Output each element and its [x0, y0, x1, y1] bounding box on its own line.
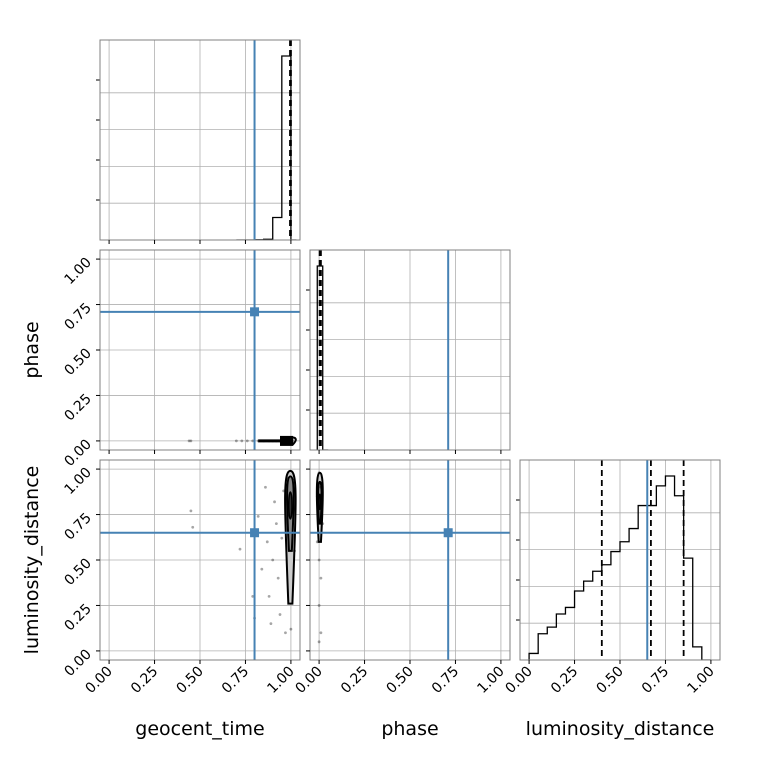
y-axis-label-luminosity_distance: luminosity_distance	[21, 466, 43, 655]
contour-core	[287, 491, 293, 520]
contour-core	[318, 493, 322, 511]
scatter-point	[245, 439, 249, 443]
truth-marker	[250, 528, 260, 538]
scatter-point	[187, 439, 191, 443]
scatter-point	[317, 471, 321, 475]
scatter-point	[319, 631, 323, 635]
x-tick-label: 0.25	[338, 664, 371, 697]
scatter-point	[273, 500, 276, 504]
x-tick-label: 0.25	[548, 664, 581, 697]
scatter-point	[191, 525, 195, 529]
scatter-point	[267, 439, 271, 443]
scatter-point	[251, 594, 255, 598]
scatter-point	[260, 567, 264, 571]
x-tick-label: 1.00	[474, 664, 507, 697]
scatter-point	[271, 439, 275, 443]
scatter-point	[319, 485, 323, 489]
x-tick-label: 0.25	[128, 664, 161, 697]
scatter-point	[265, 540, 269, 544]
histogram-luminosity_distance	[528, 475, 711, 660]
scatter-point	[319, 576, 323, 580]
x-tick-label: 0.75	[219, 664, 252, 697]
scatter-point	[264, 485, 267, 489]
panel-phase	[306, 249, 511, 454]
scatter-point	[284, 631, 287, 635]
scatter-point	[282, 439, 286, 443]
scatter-point	[256, 514, 260, 518]
panel-phase-vs-luminosity_distance: 0.00 0.25 0.50 0.75 1.00	[293, 459, 511, 697]
x-tick-label: 0.50	[593, 664, 626, 697]
scatter-point	[291, 439, 295, 443]
scatter-point	[251, 439, 255, 443]
scatter-point	[317, 558, 321, 562]
x-axis-label-luminosity_distance: luminosity_distance	[526, 718, 715, 740]
scatter-point	[262, 439, 266, 443]
scatter-point	[293, 549, 296, 553]
scatter-point	[274, 439, 278, 443]
scatter-point	[289, 627, 293, 631]
axis-label-group: geocent_time phase luminosity_distance p…	[21, 321, 714, 740]
x-axis-label-phase: phase	[381, 718, 438, 740]
scatter-point	[278, 439, 282, 443]
scatter-point	[315, 494, 319, 498]
scatter-point	[289, 439, 293, 443]
histogram-phase	[316, 265, 329, 450]
scatter-point	[280, 536, 284, 540]
x-tick-label: 0.00	[293, 664, 326, 697]
scatter-point	[274, 522, 278, 526]
panel-geocent_time-vs-luminosity_distance: 0.00 0.25 0.50 0.75 1.00 0.00 0.25 0.50 0.75 1.00	[61, 459, 301, 697]
x-tick-label: 0.75	[639, 664, 672, 697]
corner-panels: 0.000.250.500.751.000.00 0.25 0.50 0.75 1.00…	[61, 39, 721, 697]
x-tick-label: 1.00	[684, 664, 717, 697]
y-tick-label: 1.00	[61, 255, 94, 288]
scatter-point	[276, 576, 280, 580]
panel-geocent_time-vs-phase: 0.00 0.25 0.50 0.75 1.00	[61, 249, 301, 470]
y-tick-label: 0.75	[61, 510, 94, 543]
scatter-point	[271, 558, 275, 562]
scatter-point	[256, 439, 260, 443]
scatter-point	[285, 476, 289, 480]
x-tick-label: 0.00	[83, 664, 116, 697]
panel-luminosity_distance: 0.00 0.25 0.50 0.75 1.00	[503, 459, 721, 697]
scatter-point	[315, 540, 319, 544]
y-tick-label: 0.00	[61, 436, 94, 469]
scatter-point	[189, 509, 193, 513]
x-axis-label-geocent_time: geocent_time	[135, 718, 264, 740]
scatter-point	[234, 439, 238, 443]
scatter-point	[317, 640, 321, 644]
x-tick-label: 0.50	[173, 664, 206, 697]
x-tick-label: 0.75	[429, 664, 462, 697]
y-tick-label: 0.50	[61, 556, 94, 589]
y-tick-label: 0.25	[61, 391, 94, 424]
y-tick-label: 0.25	[61, 601, 94, 634]
y-tick-label: 0.00	[61, 646, 94, 679]
y-tick-label: 1.00	[61, 465, 94, 498]
y-tick-label: 0.50	[61, 346, 94, 379]
truth-marker	[443, 528, 453, 538]
scatter-point	[317, 604, 321, 607]
scatter-point	[269, 622, 273, 626]
scatter-point	[189, 439, 193, 443]
x-tick-label: 1.00	[264, 664, 297, 697]
scatter-point	[282, 489, 286, 493]
scatter-point	[278, 613, 282, 616]
scatter-point	[238, 547, 242, 551]
y-tick-label: 0.75	[61, 300, 94, 333]
x-tick-label: 0.50	[383, 664, 416, 697]
scatter-point	[267, 594, 271, 598]
scatter-point	[240, 439, 244, 443]
panel-geocent_time	[96, 39, 301, 244]
scatter-point	[321, 522, 325, 526]
x-tick-label: 0.00	[503, 664, 536, 697]
truth-marker	[250, 307, 260, 317]
scatter-point	[285, 439, 289, 443]
y-axis-label-phase: phase	[21, 321, 43, 378]
